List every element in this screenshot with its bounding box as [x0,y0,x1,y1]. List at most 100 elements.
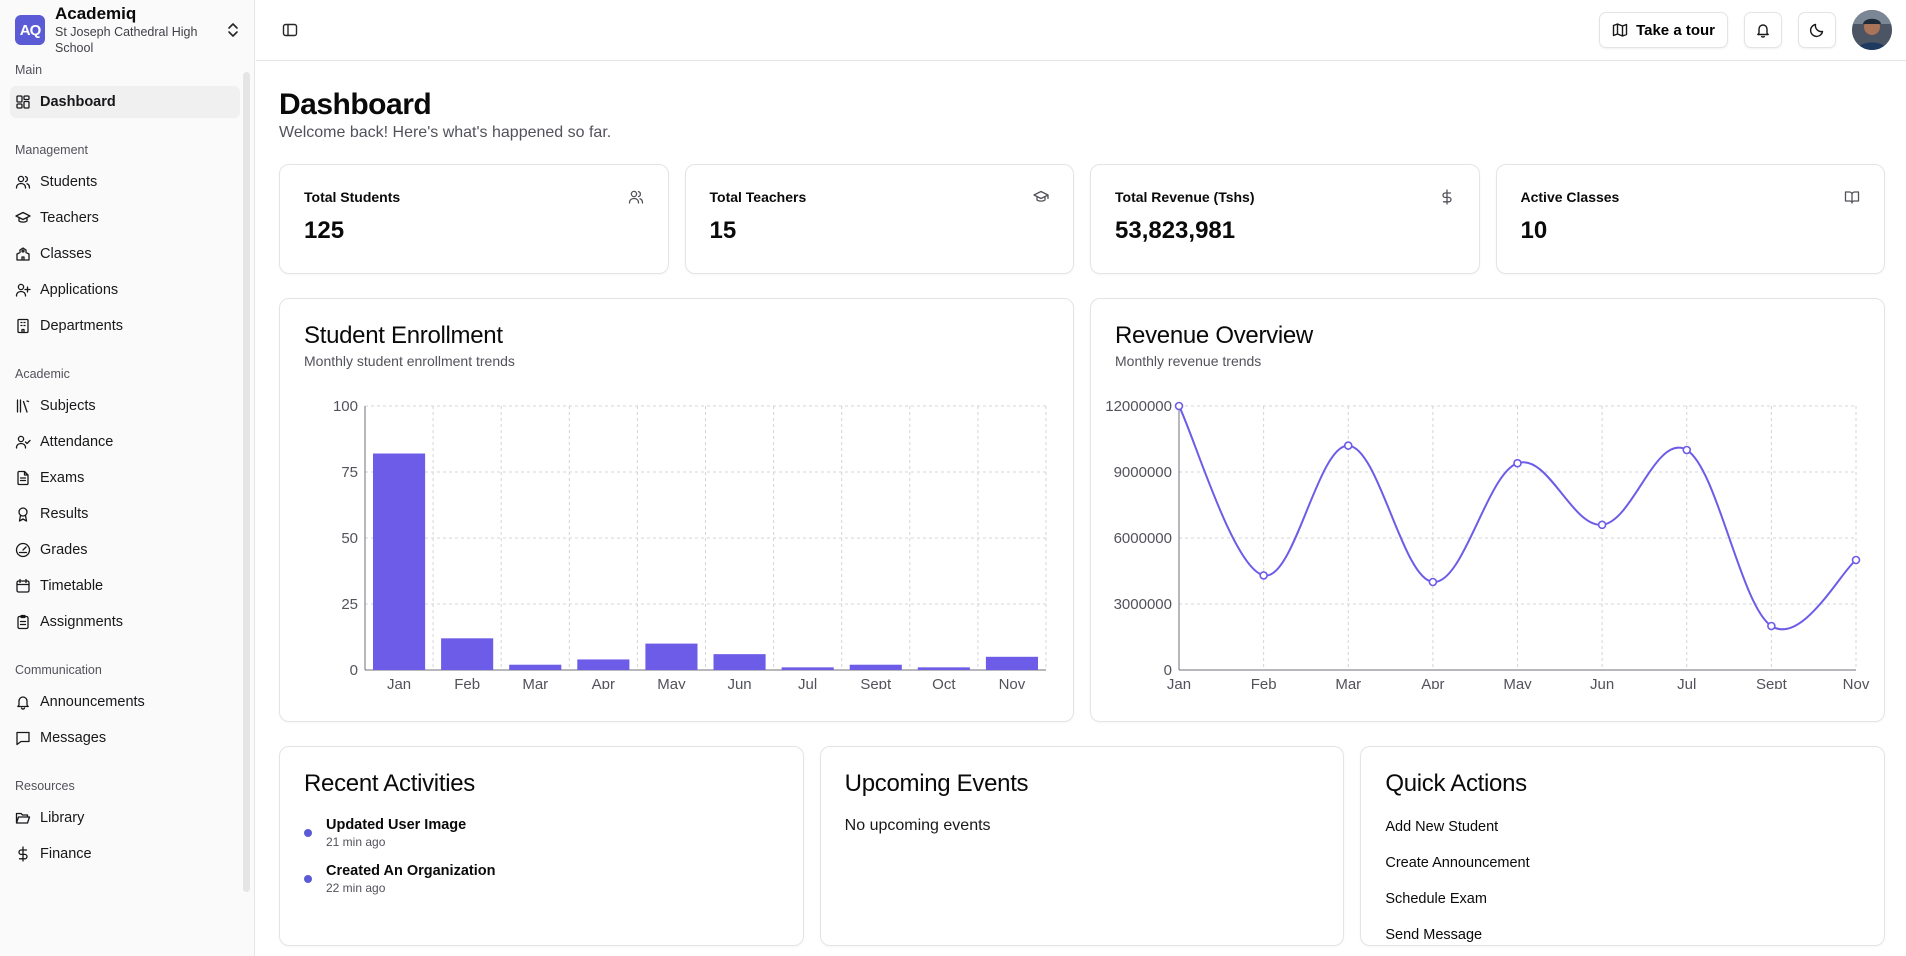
card-title: Upcoming Events [844,770,1029,797]
upcoming-events-card: Upcoming Events No upcoming events [819,746,1345,946]
building-icon [17,318,29,334]
sidebar-item-dashboard[interactable]: Dashboard [10,86,240,118]
org-switcher[interactable]: AQ Academiq St Joseph Cathedral High Sch… [0,0,254,60]
stat-label: Total Revenue (Tshs) [1115,189,1255,205]
bar [713,654,766,670]
gauge-icon [15,542,31,558]
x-tick-label: Nov [999,676,1026,689]
nav-section-label: Resources [15,779,75,793]
y-tick-label: 6000000 [1114,530,1172,547]
chart-subtitle: Monthly student enrollment trends [304,353,515,369]
stat-value: 15 [709,217,737,244]
sidebar-item-students[interactable]: Students [10,166,240,198]
card-title: Quick Actions [1385,770,1527,797]
x-tick-label: Mar [1335,676,1361,689]
activity-item: Created An Organization 22 min ago [304,863,779,895]
sidebar-item-label: Exams [40,470,85,486]
calendar-icon [16,578,30,593]
sidebar: AQ Academiq St Joseph Cathedral High Sch… [0,0,255,956]
x-tick-label: Oct [932,676,956,689]
sidebar-item-messages[interactable]: Messages [10,722,240,754]
sidebar-item-departments[interactable]: Departments [10,310,240,342]
sidebar-item-label: Students [40,174,98,190]
bar [645,643,698,670]
sidebar-item-label: Departments [40,318,124,334]
data-point [1343,441,1353,450]
sidebar-item-classes[interactable]: Classes [10,238,240,270]
enrollment-chart-card: Student Enrollment Monthly student enrol… [279,298,1074,722]
sidebar-item-label: Assignments [40,614,124,630]
users-icon [15,175,31,189]
recent-activities-card: Recent Activities Updated User Image 21 … [279,746,804,946]
x-tick-label: Apr [592,676,615,689]
bar [577,659,630,670]
user-check-icon [15,435,31,449]
sidebar-toggle-icon[interactable] [276,16,304,44]
stat-value: 53,823,981 [1115,217,1236,244]
quick-action-add-student[interactable]: Add New Student [1385,819,1499,835]
theme-toggle-button[interactable] [1798,12,1836,48]
data-point [1174,401,1184,411]
card-title: Recent Activities [304,770,475,797]
sidebar-item-grades[interactable]: Grades [10,534,240,566]
sidebar-item-teachers[interactable]: Teachers [10,202,240,234]
book-open-icon [1844,191,1860,204]
sidebar-item-exams[interactable]: Exams [10,462,240,494]
topbar: Take a tour [256,0,1906,61]
stat-label: Total Students [304,189,401,205]
sidebar-item-label: Results [40,506,89,522]
brand-name: Academiq [55,4,137,23]
activity-dot [304,829,312,837]
sidebar-item-announcements[interactable]: Announcements [10,686,240,718]
sidebar-item-label: Teachers [40,210,99,226]
dashboard-icon [16,95,30,109]
dollar-icon [18,846,28,862]
chart-subtitle: Monthly revenue trends [1115,353,1262,369]
bar [917,667,970,670]
brand-logo: AQ [15,15,45,45]
dollar-icon [1441,189,1452,205]
sidebar-item-label: Attendance [40,434,114,450]
take-tour-button[interactable]: Take a tour [1599,12,1728,48]
bar [781,667,834,670]
user-plus-icon [15,283,31,297]
sidebar-item-label: Grades [40,542,88,558]
activity-time: 21 min ago [326,835,386,849]
sidebar-item-applications[interactable]: Applications [10,274,240,306]
nav-section-label: Main [15,63,43,77]
sidebar-item-results[interactable]: Results [10,498,240,530]
folder-open-icon [15,812,31,824]
sidebar-item-attendance[interactable]: Attendance [10,426,240,458]
sidebar-item-label: Announcements [40,694,145,710]
activity-dot [304,875,312,883]
sidebar-item-label: Messages [40,730,107,746]
x-tick-label: Feb [454,676,480,689]
activity-item: Updated User Image 21 min ago [304,817,779,849]
revenue-chart-card: Revenue Overview Monthly revenue trends … [1090,298,1885,722]
sidebar-item-finance[interactable]: Finance [10,838,240,870]
stats-row: Total Students 125 Total Teachers 15 Tot… [279,164,1885,274]
nav-section-label: Communication [15,663,102,677]
sidebar-item-library[interactable]: Library [10,802,240,834]
stat-value: 10 [1520,217,1548,244]
quick-action-schedule-exam[interactable]: Schedule Exam [1385,891,1487,907]
sidebar-item-subjects[interactable]: Subjects [10,390,240,422]
moon-icon [1809,23,1824,38]
graduation-cap-icon [15,211,31,223]
sidebar-item-assignments[interactable]: Assignments [10,606,240,638]
stat-card-revenue: Total Revenue (Tshs) 53,823,981 [1090,164,1480,274]
quick-action-create-announcement[interactable]: Create Announcement [1385,855,1530,871]
sidebar-item-label: Finance [40,846,92,862]
clipboard-icon [17,614,29,630]
quick-action-send-message[interactable]: Send Message [1385,927,1483,943]
sidebar-scrollbar[interactable] [243,72,250,892]
x-tick-label: Sept [860,676,892,689]
user-avatar[interactable] [1852,10,1892,50]
award-icon [18,507,28,522]
notifications-button[interactable] [1744,12,1782,48]
main-content: Dashboard Welcome back! Here's what's ha… [279,61,1886,946]
message-icon [16,731,30,746]
chevrons-up-down-icon[interactable] [224,19,242,41]
sidebar-item-label: Subjects [40,398,96,414]
sidebar-item-timetable[interactable]: Timetable [10,570,240,602]
